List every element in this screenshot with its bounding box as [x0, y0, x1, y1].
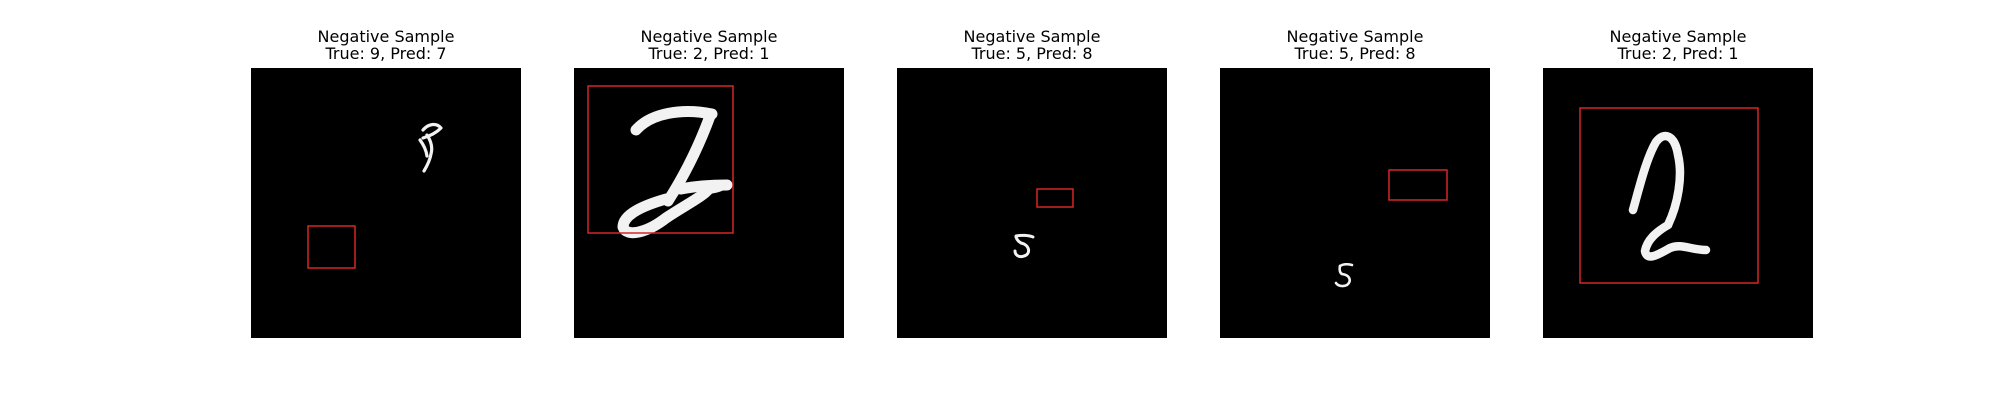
digit-image — [1543, 68, 1813, 338]
panel-title-line1: Negative Sample — [963, 27, 1101, 46]
panel-title-line2: True: 5, Pred: 8 — [1294, 44, 1416, 63]
panel-title: Negative Sample True: 9, Pred: 7 — [251, 28, 521, 62]
panel-title-line2: True: 5, Pred: 8 — [971, 44, 1093, 63]
panel-title: Negative Sample True: 5, Pred: 8 — [1220, 28, 1490, 62]
digit-image — [251, 68, 521, 338]
image-background — [897, 68, 1167, 338]
panel-title-line1: Negative Sample — [1286, 27, 1424, 46]
bounding-box — [1579, 107, 1759, 284]
panel-title-line2: True: 9, Pred: 7 — [325, 44, 447, 63]
handwritten-digit — [617, 106, 733, 239]
handwritten-digit — [418, 122, 443, 173]
sample-panel-4: Negative Sample True: 5, Pred: 8 — [1220, 0, 1490, 400]
digit-image — [897, 68, 1167, 338]
handwritten-digit — [1334, 263, 1354, 288]
panel-title-line1: Negative Sample — [640, 27, 778, 46]
panel-title-line1: Negative Sample — [1609, 27, 1747, 46]
panel-title: Negative Sample True: 2, Pred: 1 — [574, 28, 844, 62]
panel-title-line2: True: 2, Pred: 1 — [1617, 44, 1739, 63]
digit-image — [574, 68, 844, 338]
bounding-box — [587, 85, 734, 234]
sample-panel-2: Negative Sample True: 2, Pred: 1 — [574, 0, 844, 400]
image-background — [1220, 68, 1490, 338]
panel-title-line2: True: 2, Pred: 1 — [648, 44, 770, 63]
panel-title-line1: Negative Sample — [317, 27, 455, 46]
handwritten-digit — [1628, 131, 1711, 261]
bounding-box — [1388, 169, 1448, 201]
bounding-box — [1036, 188, 1074, 208]
digit-image — [1220, 68, 1490, 338]
sample-panel-5: Negative Sample True: 2, Pred: 1 — [1543, 0, 1813, 400]
image-background — [251, 68, 521, 338]
sample-panel-3: Negative Sample True: 5, Pred: 8 — [897, 0, 1167, 400]
panel-title: Negative Sample True: 5, Pred: 8 — [897, 28, 1167, 62]
panel-title: Negative Sample True: 2, Pred: 1 — [1543, 28, 1813, 62]
handwritten-digit — [1013, 233, 1035, 259]
sample-panel-1: Negative Sample True: 9, Pred: 7 — [251, 0, 521, 400]
bounding-box — [307, 225, 356, 269]
